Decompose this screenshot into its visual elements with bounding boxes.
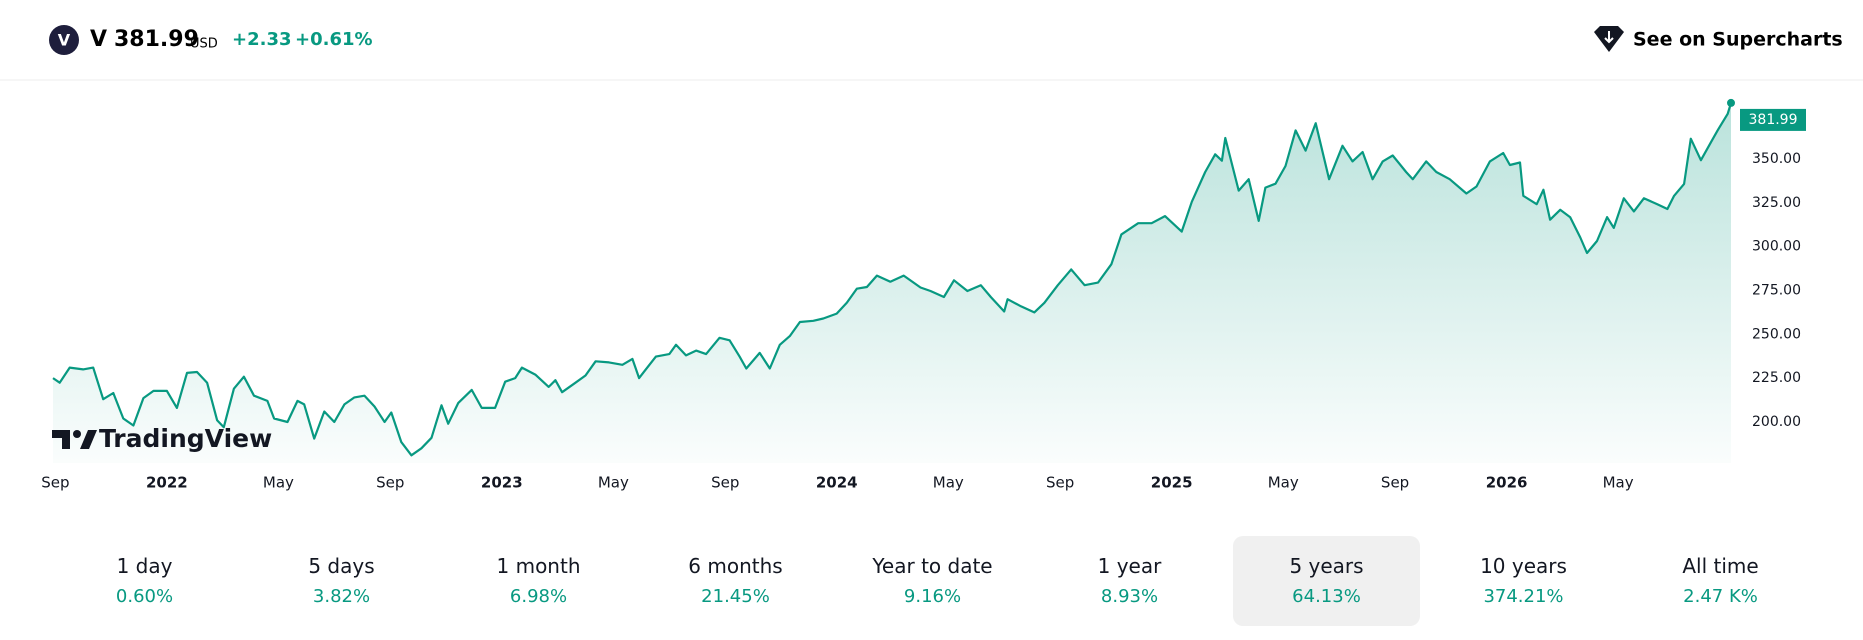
- range-change: 9.16%: [903, 586, 962, 607]
- supercharts-text[interactable]: See on Supercharts: [1633, 29, 1843, 51]
- range-tab[interactable]: 5 years 64.13%: [1233, 536, 1420, 626]
- symbol-logo: [49, 25, 79, 55]
- range-tab[interactable]: 1 month 6.98%: [445, 536, 632, 626]
- range-tab[interactable]: 1 year 8.93%: [1036, 536, 1223, 626]
- area-fill: [53, 102, 1731, 464]
- range-change: 8.93%: [1100, 586, 1159, 607]
- x-tick-label: 2024: [816, 474, 858, 492]
- range-label: All time: [1682, 554, 1759, 578]
- range-tab[interactable]: All time 2.47 K%: [1627, 536, 1814, 626]
- range-label: 5 years: [1289, 554, 1364, 578]
- range-change: 64.13%: [1292, 586, 1361, 607]
- watermark-text: TradingView: [99, 424, 272, 453]
- range-label: 1 month: [496, 554, 581, 578]
- range-label: 1 day: [116, 554, 173, 578]
- x-tick-label: 2026: [1486, 474, 1528, 492]
- y-tick-label: 350.00: [1752, 151, 1801, 167]
- price-line: [52, 102, 1733, 457]
- watermark-logo-bar: [52, 430, 70, 449]
- range-tab[interactable]: Year to date 9.16%: [839, 536, 1026, 626]
- range-label: 5 days: [308, 554, 375, 578]
- range-label: Year to date: [872, 554, 993, 578]
- x-tick-label: Sep: [711, 474, 739, 492]
- range-change: 2.47 K%: [1683, 586, 1758, 607]
- watermark-logo-dot: [73, 430, 81, 438]
- range-change: 21.45%: [701, 586, 770, 607]
- x-tick-label: Sep: [41, 474, 69, 492]
- logo-letter: V: [58, 31, 71, 50]
- plot: 200.00 225.00 250.00 275.00 300.00 325.00 350.…: [41, 98, 1806, 492]
- y-tick-label: 325.00: [1752, 195, 1801, 211]
- x-tick-label: 2025: [1151, 474, 1193, 492]
- symbol: V: [90, 27, 107, 52]
- range-tab[interactable]: 10 years 374.21%: [1430, 536, 1617, 626]
- x-tick-label: May: [263, 474, 294, 492]
- y-tick-label: 225.00: [1752, 370, 1801, 386]
- y-tick-label: 300.00: [1752, 239, 1801, 255]
- x-tick-label: 2022: [146, 474, 188, 492]
- x-tick-label: May: [598, 474, 629, 492]
- range-label: 6 months: [688, 554, 783, 578]
- x-tick-label: Sep: [1381, 474, 1409, 492]
- x-tick-label: May: [1603, 474, 1634, 492]
- x-tick-label: Sep: [376, 474, 404, 492]
- chart: V V 381.99 USD +2.33 +0.61% See on Super…: [0, 25, 1863, 492]
- range-label: 1 year: [1097, 554, 1162, 578]
- range-tab[interactable]: 6 months 21.45%: [642, 536, 829, 626]
- last-price-label: 381.99: [1749, 112, 1798, 128]
- x-tick-label: May: [933, 474, 964, 492]
- y-tick-label: 250.00: [1752, 326, 1801, 342]
- y-tick-label: 275.00: [1752, 282, 1801, 298]
- last-point: [1727, 98, 1735, 107]
- range-change: 374.21%: [1483, 586, 1564, 607]
- last-price-box: [1740, 108, 1806, 131]
- y-tick-label: 200.00: [1752, 414, 1801, 430]
- range-change: 3.82%: [312, 586, 371, 607]
- change: +2.33: [232, 29, 292, 50]
- x-tick-label: May: [1268, 474, 1299, 492]
- range-tab[interactable]: 5 days 3.82%: [248, 536, 435, 626]
- price: 381.99: [114, 27, 199, 52]
- change-percent: +0.61%: [295, 29, 373, 50]
- range-tab[interactable]: 1 day 0.60%: [51, 536, 238, 626]
- range-label: 10 years: [1480, 554, 1567, 578]
- currency: USD: [190, 37, 218, 52]
- range-change: 0.60%: [115, 586, 174, 607]
- x-tick-label: 2023: [481, 474, 523, 492]
- supercharts-arrow: [1604, 31, 1614, 44]
- watermark-logo-slash: [80, 430, 97, 449]
- range-change: 6.98%: [509, 586, 568, 607]
- x-tick-label: Sep: [1046, 474, 1074, 492]
- watermark: TradingView: [52, 424, 272, 453]
- supercharts-link[interactable]: See on Supercharts: [1594, 26, 1843, 52]
